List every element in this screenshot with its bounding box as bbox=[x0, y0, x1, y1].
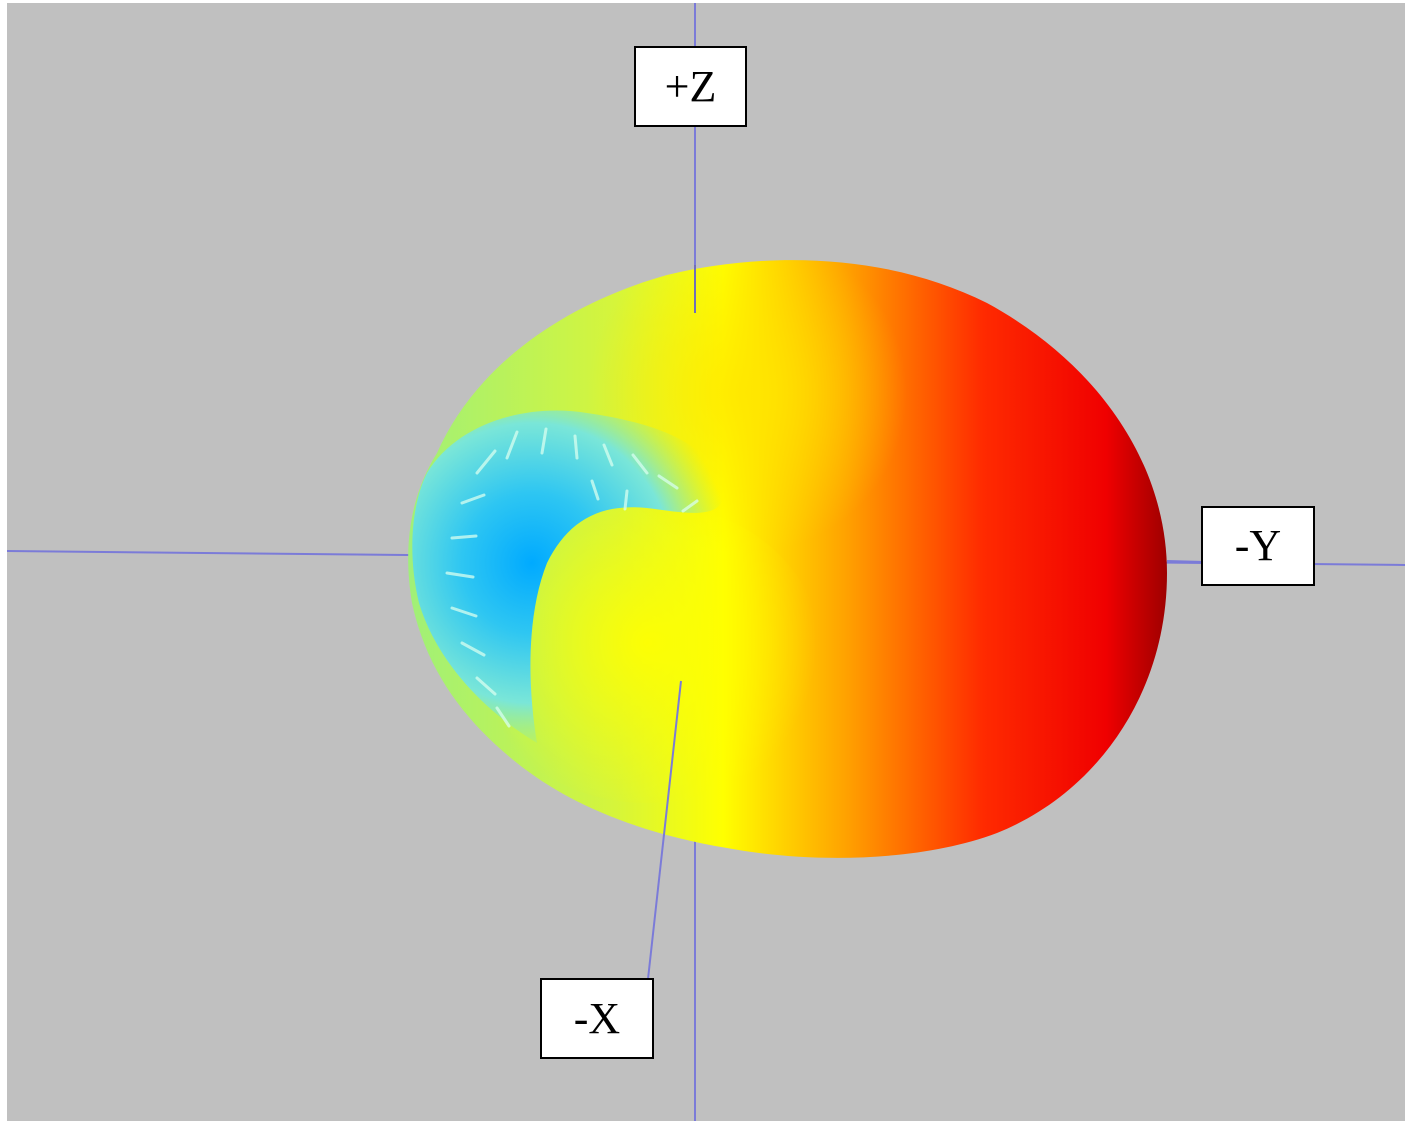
x-axis-line bbox=[647, 680, 682, 980]
radiation-pattern-scene bbox=[7, 3, 1405, 1121]
y-axis-tick bbox=[1166, 560, 1206, 563]
3d-viewport[interactable]: +Z -Y -X bbox=[7, 3, 1405, 1121]
radiation-pattern-lobe bbox=[408, 260, 1167, 858]
axis-label-minus-y: -Y bbox=[1201, 506, 1315, 586]
axis-label-plus-z: +Z bbox=[634, 46, 747, 127]
axis-label-minus-x: -X bbox=[540, 978, 654, 1059]
